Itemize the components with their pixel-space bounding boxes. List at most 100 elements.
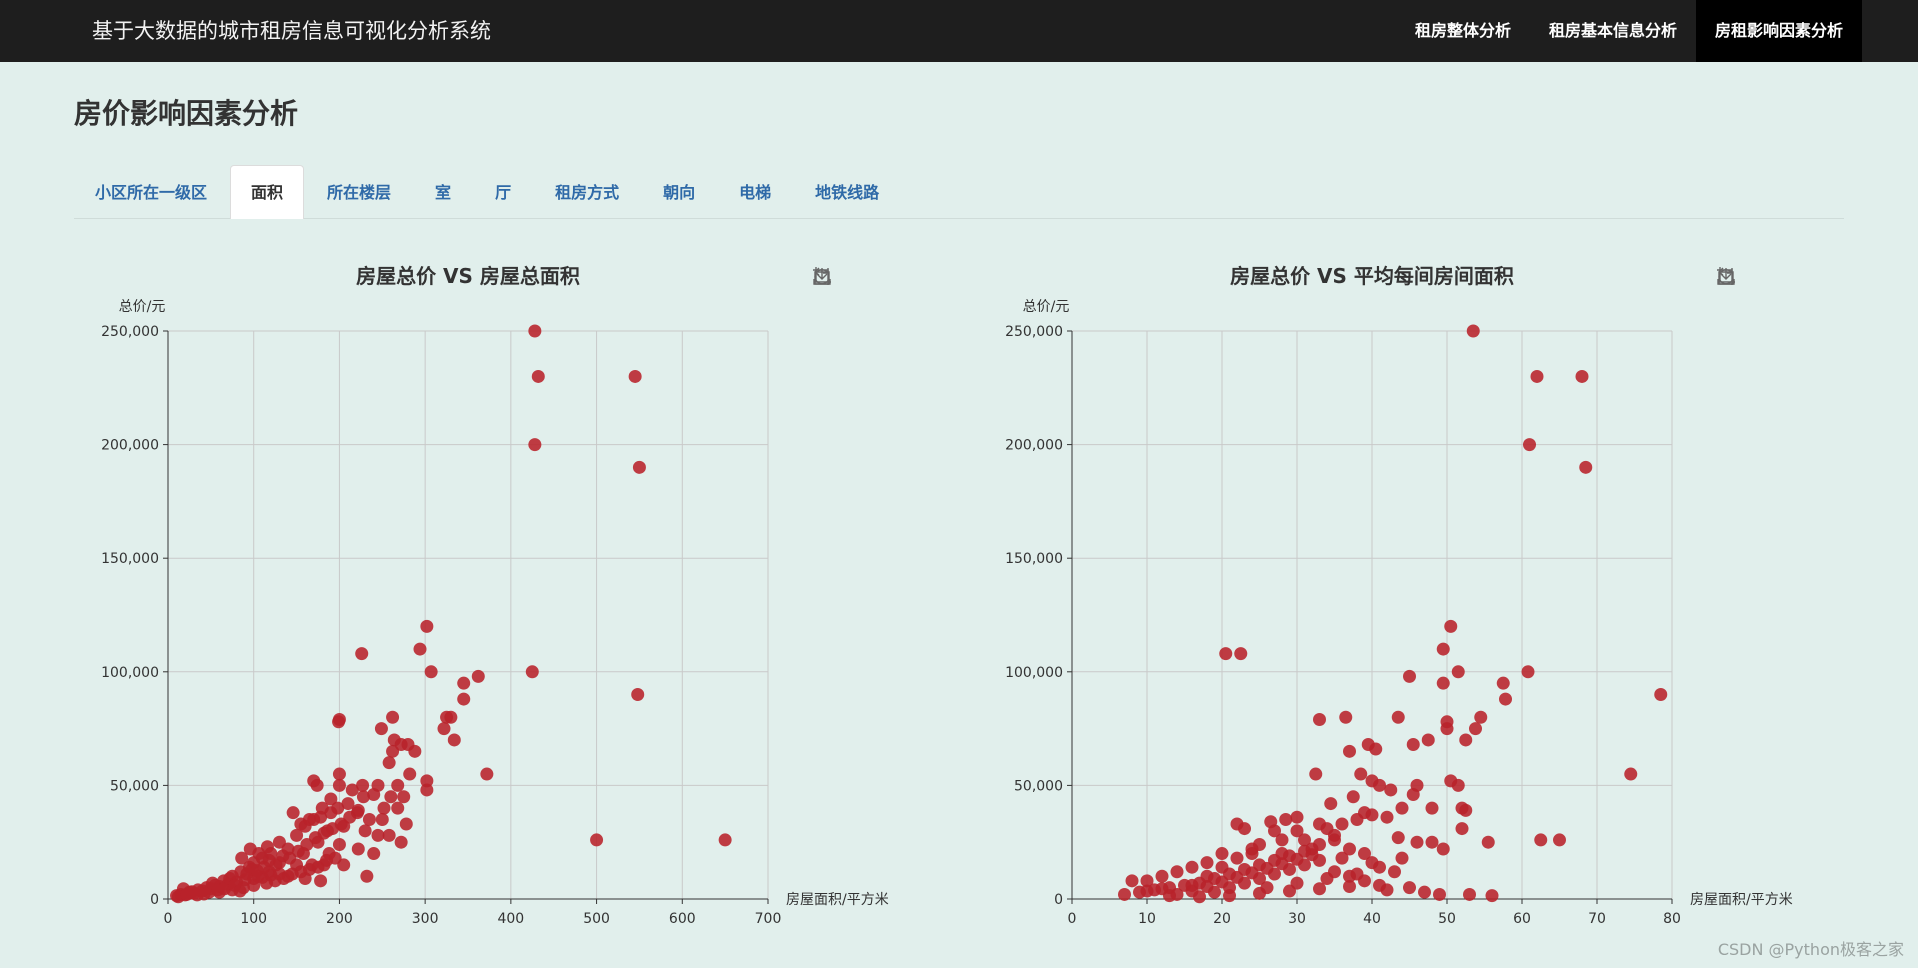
scatter-point — [631, 688, 645, 702]
y-tick-label: 200,000 — [1005, 438, 1063, 454]
scatter-point — [310, 778, 324, 792]
scatter-point — [1200, 869, 1214, 883]
scatter-point — [1459, 733, 1473, 747]
scatter-point — [235, 851, 249, 865]
x-tick-label: 100 — [240, 911, 267, 927]
scatter-point — [1335, 817, 1349, 831]
scatter-point — [1373, 778, 1386, 792]
scatter-point — [403, 767, 417, 781]
scatter-point — [1219, 647, 1233, 661]
tab-orientation[interactable]: 朝向 — [663, 183, 696, 202]
scatter-point — [1346, 790, 1360, 804]
x-tick-label: 10 — [1138, 911, 1156, 927]
scatter-point — [1440, 722, 1454, 736]
scatter-point — [269, 858, 283, 872]
nav-item-basic-info-analysis[interactable]: 租房基本信息分析 — [1548, 21, 1677, 40]
scatter-point — [367, 787, 381, 801]
scatter-point — [480, 767, 494, 781]
scatter-point — [1444, 619, 1458, 633]
scatter-point — [632, 460, 646, 474]
scatter-point — [1624, 767, 1638, 781]
scatter-point — [1125, 874, 1139, 888]
scatter-point — [1425, 801, 1439, 815]
scatter-point — [1275, 857, 1289, 871]
scatter-point — [1403, 881, 1416, 895]
save-image-icon[interactable] — [1717, 266, 1834, 288]
scatter-point — [394, 835, 408, 849]
scatter-point — [447, 733, 461, 747]
scatter-point — [1403, 669, 1416, 683]
x-tick-label: 50 — [1438, 911, 1456, 927]
y-tick-label: 250,000 — [1005, 324, 1063, 340]
scatter-point — [1343, 842, 1356, 856]
zoom-reset-icon[interactable] — [814, 266, 866, 288]
tab-district[interactable]: 小区所在一级区 — [95, 183, 208, 202]
scatter-point — [528, 324, 542, 338]
scatter-point — [1313, 713, 1326, 727]
nav-item-overall-analysis[interactable]: 租房整体分析 — [1414, 21, 1511, 40]
scatter-point — [1436, 642, 1450, 656]
y-tick-label: 200,000 — [101, 438, 159, 454]
nav-item-factor-analysis[interactable]: 房租影响因素分析 — [1695, 0, 1862, 62]
scatter-point — [286, 806, 300, 820]
scatter-point — [1140, 874, 1154, 888]
tab-rent-type[interactable]: 租房方式 — [555, 183, 620, 202]
tab-rooms[interactable]: 室 — [435, 183, 452, 202]
scatter-point — [1200, 856, 1214, 870]
scatter-point — [332, 767, 346, 781]
scatter-point — [1275, 833, 1289, 847]
tab-floor[interactable]: 所在楼层 — [327, 183, 392, 202]
scatter-point — [1534, 833, 1548, 847]
scatter-point — [1474, 710, 1488, 724]
tab-elevator[interactable]: 电梯 — [739, 183, 772, 202]
scatter-point — [1395, 851, 1409, 865]
scatter-point — [1260, 861, 1274, 875]
scatter-point — [1215, 875, 1229, 889]
scatter-point — [302, 812, 316, 826]
scatter-point — [413, 642, 427, 656]
tab-area[interactable]: 面积 — [230, 165, 305, 219]
scatter-point — [1654, 688, 1668, 702]
restore-icon[interactable] — [814, 266, 898, 288]
scatter-point — [1530, 369, 1544, 383]
scatter-point — [386, 744, 400, 758]
scatter-point — [345, 783, 359, 797]
scatter-point — [1436, 676, 1450, 690]
tab-subway-line[interactable]: 地铁线路 — [815, 183, 880, 202]
zoom-reset-icon[interactable] — [1718, 266, 1770, 288]
x-tick-label: 70 — [1588, 911, 1606, 927]
scatter-point — [1268, 824, 1281, 838]
scatter-point — [351, 842, 365, 856]
scatter-point — [371, 828, 385, 842]
x-tick-label: 600 — [669, 911, 696, 927]
chart-title: 房屋总价 VS 房屋总面积 — [356, 264, 580, 288]
scatter-point — [1253, 886, 1266, 900]
scatter-point — [1496, 676, 1510, 690]
restore-icon[interactable] — [1718, 266, 1802, 288]
scatter-point — [1463, 887, 1476, 901]
save-image-icon[interactable] — [813, 266, 930, 288]
x-tick-label: 0 — [164, 911, 173, 927]
scatter-point — [247, 878, 261, 892]
scatter-point — [1234, 647, 1248, 661]
scatter-point — [1425, 835, 1439, 849]
scatter-point — [1391, 710, 1405, 724]
x-tick-label: 0 — [1068, 911, 1077, 927]
scatter-point — [1459, 803, 1473, 817]
scatter-point — [437, 722, 451, 736]
scatter-point — [1499, 692, 1512, 706]
x-axis-label: 房屋面积/平方米 — [786, 892, 889, 908]
x-axis-label: 房屋面积/平方米 — [1690, 892, 1793, 908]
tab-halls[interactable]: 厅 — [495, 183, 512, 202]
scatter-point — [1354, 767, 1368, 781]
scatter-point — [1380, 810, 1394, 824]
app-title[interactable]: 基于大数据的城市租房信息可视化分析系统 — [92, 19, 491, 43]
x-tick-label: 60 — [1513, 911, 1531, 927]
scatter-point — [356, 790, 370, 804]
scatter-point — [1193, 890, 1206, 904]
scatter-point — [1365, 808, 1379, 822]
scatter-point — [382, 756, 396, 770]
y-tick-label: 0 — [1054, 892, 1063, 908]
scatter-point — [1339, 710, 1353, 724]
